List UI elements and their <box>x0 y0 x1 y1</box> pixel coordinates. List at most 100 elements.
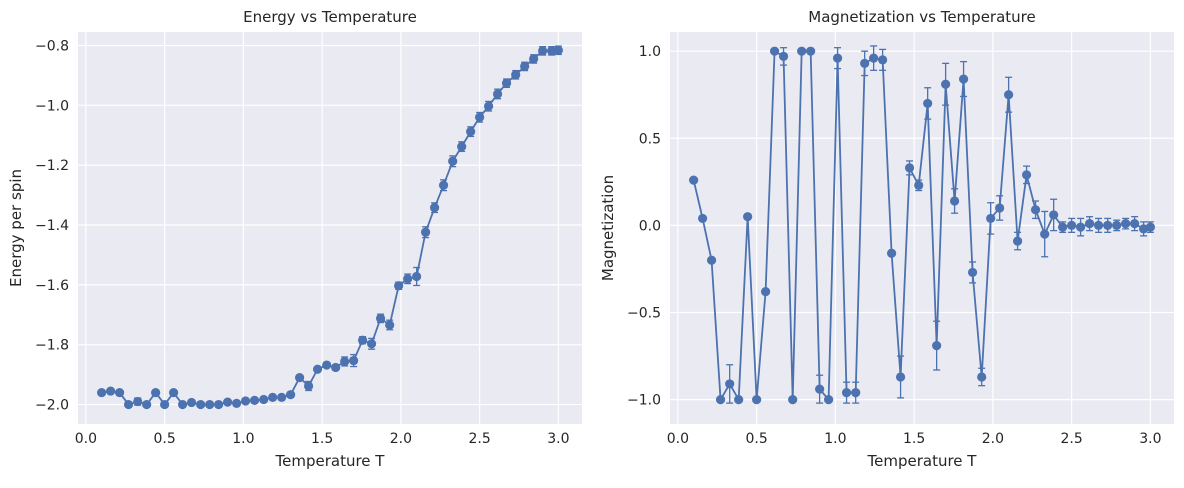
data-point <box>806 46 816 56</box>
data-point <box>412 271 422 282</box>
magnetization-panel: 0.0 0.5 1.0 1.5 2.0 2.5 3.0 −1.0 −0.5 0.0 0.5 1.0 Ma… <box>599 8 1174 470</box>
data-point <box>177 399 188 410</box>
data-point <box>466 127 476 137</box>
y-tick-label: 0.0 <box>639 218 661 234</box>
data-point <box>249 395 260 405</box>
energy-x-axis-label: Temperature T <box>275 452 386 470</box>
data-point <box>1145 222 1155 232</box>
data-point <box>259 394 269 405</box>
data-point <box>1112 220 1122 230</box>
magnetization-title: Magnetization vs Temperature <box>808 8 1035 26</box>
data-point <box>1058 222 1068 232</box>
data-point <box>186 397 197 408</box>
data-point <box>349 355 359 366</box>
data-point <box>457 142 467 152</box>
data-point <box>331 362 341 373</box>
data-point <box>967 267 978 278</box>
x-tick-label: 0.5 <box>745 431 767 447</box>
data-point <box>815 384 825 394</box>
data-point <box>860 58 870 68</box>
data-point <box>725 379 735 389</box>
data-point <box>169 387 179 398</box>
magnetization-y-axis-label: Magnetization <box>599 175 617 281</box>
data-point <box>142 399 152 410</box>
data-point <box>538 46 548 56</box>
energy-series-line <box>101 49 559 406</box>
data-point <box>366 339 377 349</box>
data-point <box>778 51 789 61</box>
data-point <box>520 61 530 72</box>
data-point <box>394 281 404 291</box>
data-point <box>268 392 278 402</box>
x-tick-label: 2.0 <box>390 431 412 447</box>
data-point <box>923 98 933 109</box>
data-point <box>196 399 206 410</box>
data-point <box>553 45 563 55</box>
data-point <box>240 396 251 406</box>
data-point <box>114 387 125 398</box>
data-point <box>123 399 134 410</box>
magnetization-x-axis-label: Temperature T <box>867 452 978 470</box>
data-point <box>832 53 843 63</box>
data-point <box>752 395 762 405</box>
data-point <box>151 387 161 398</box>
data-point <box>1067 220 1077 230</box>
x-tick-label: 1.0 <box>824 431 846 447</box>
data-point <box>97 387 107 398</box>
data-point <box>223 397 233 407</box>
x-tick-label: 1.0 <box>232 431 254 447</box>
y-tick-label: −1.6 <box>35 278 69 294</box>
data-point <box>824 395 834 405</box>
data-point <box>1049 210 1059 220</box>
data-point <box>761 286 771 297</box>
data-point <box>797 46 807 56</box>
y-tick-label: −1.0 <box>35 98 69 114</box>
x-tick-label: 0.0 <box>667 431 689 447</box>
y-tick-label: −2.0 <box>35 398 69 414</box>
data-point <box>475 112 485 122</box>
data-point <box>851 388 861 398</box>
data-point <box>1013 236 1023 246</box>
data-point <box>715 395 726 405</box>
data-point <box>788 395 798 405</box>
data-point <box>133 396 143 407</box>
data-point <box>547 46 557 56</box>
y-tick-label: −1.4 <box>35 218 69 234</box>
x-tick-label: 2.0 <box>982 431 1004 447</box>
data-point <box>1021 170 1032 180</box>
data-point <box>322 360 332 370</box>
data-point <box>214 399 224 410</box>
data-point <box>438 180 449 190</box>
data-point <box>421 227 431 237</box>
data-point <box>698 213 708 224</box>
data-point <box>375 313 386 323</box>
x-tick-label: 0.5 <box>153 431 175 447</box>
data-point <box>958 74 969 84</box>
x-tick-label: 1.5 <box>311 431 333 447</box>
data-point <box>904 163 915 173</box>
energy-panel: 0.0 0.5 1.0 1.5 2.0 2.5 3.0 −2.0 −1.8 −1.6 −1.4 −1.… <box>7 8 582 470</box>
x-tick-label: 2.5 <box>468 431 490 447</box>
data-point <box>205 399 215 410</box>
energy-title: Energy vs Temperature <box>243 8 417 26</box>
data-point <box>887 248 897 258</box>
data-point <box>385 320 395 330</box>
data-point <box>1093 220 1104 230</box>
data-point <box>1103 220 1113 230</box>
data-point <box>995 203 1005 213</box>
data-point <box>277 392 287 402</box>
data-point <box>358 335 368 345</box>
data-point <box>1084 219 1095 229</box>
data-point <box>448 156 458 166</box>
x-tick-label: 1.5 <box>903 431 925 447</box>
data-point <box>340 356 350 367</box>
data-point <box>1004 90 1014 100</box>
x-tick-label: 2.5 <box>1060 431 1082 447</box>
data-point <box>286 390 296 400</box>
data-point <box>914 180 924 190</box>
data-point <box>841 388 852 398</box>
data-point <box>484 101 494 111</box>
y-tick-label: −0.8 <box>35 38 69 54</box>
data-point <box>878 55 888 65</box>
